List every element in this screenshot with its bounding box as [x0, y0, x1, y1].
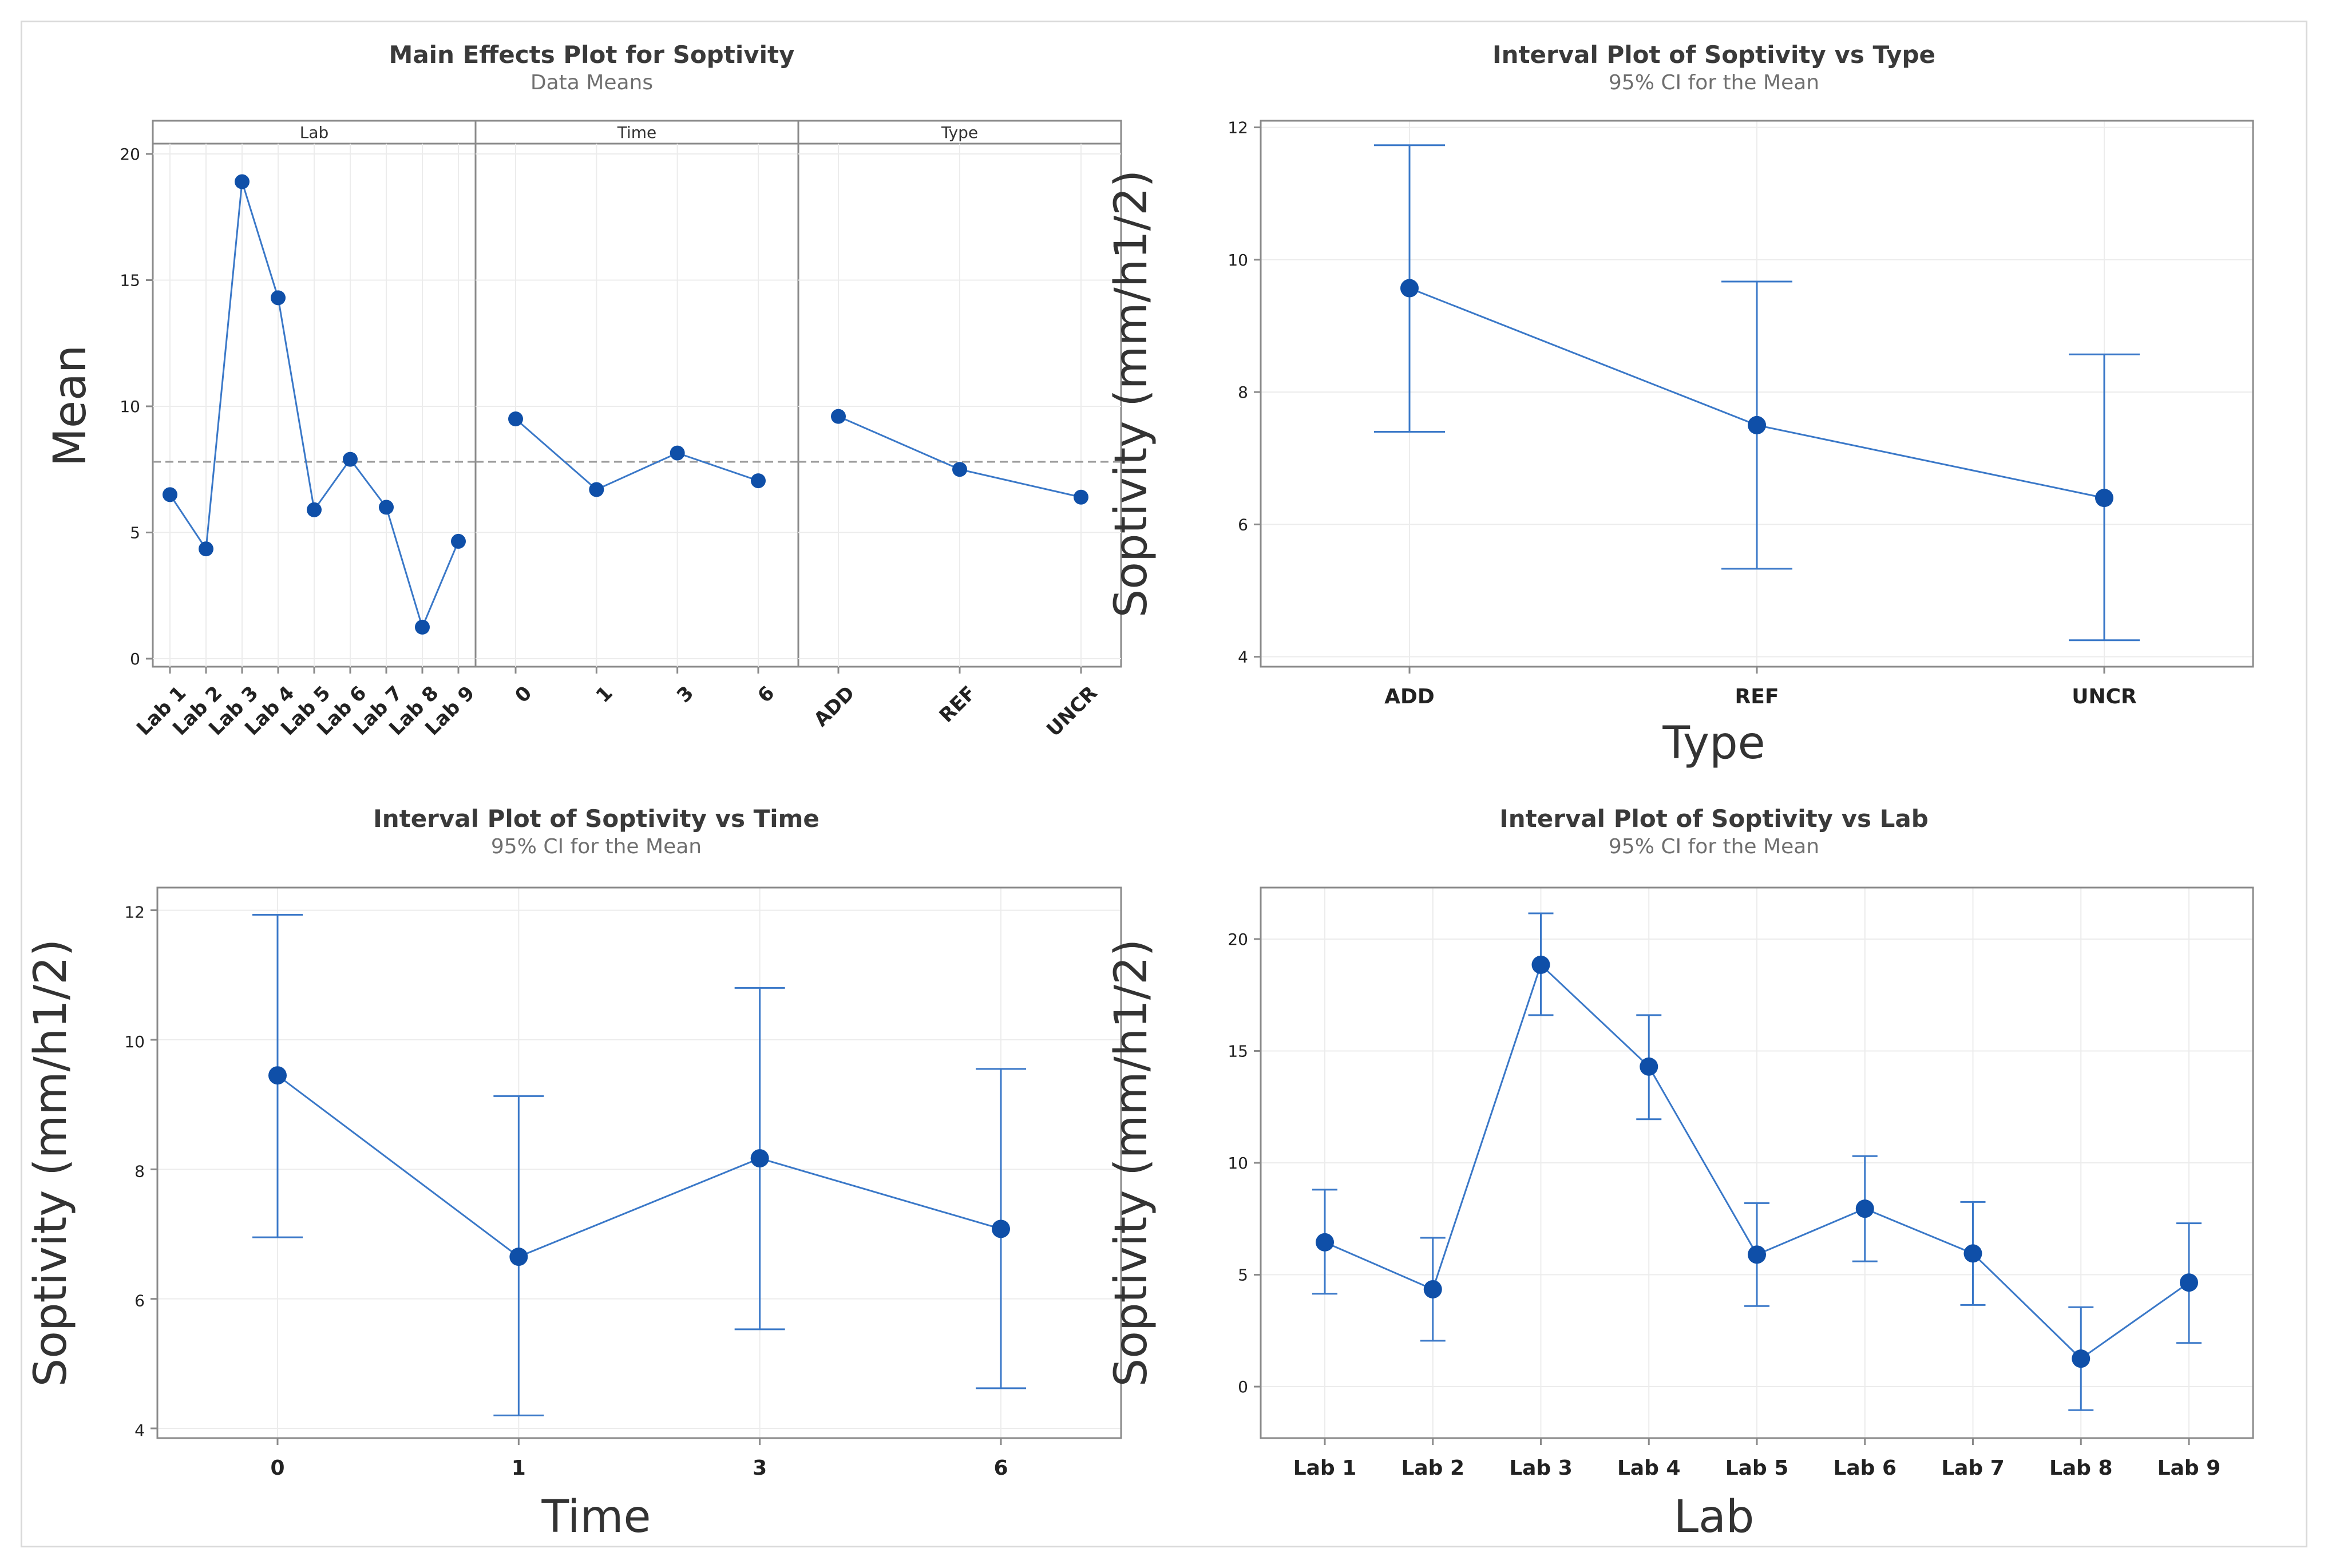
time-subtitle: 95% CI for the Mean — [491, 835, 702, 858]
type-y-label: Soptivity (mm/h1/2) — [1106, 170, 1157, 617]
lab-mean-point — [1748, 1245, 1766, 1264]
main-point — [379, 500, 394, 515]
time-mean-line — [277, 1075, 1001, 1258]
type-y-tick-label: 12 — [1228, 118, 1248, 137]
lab-x-tick-label: Lab 1 — [1293, 1456, 1357, 1480]
time-mean-point — [992, 1219, 1010, 1238]
type-y-tick-label: 10 — [1228, 251, 1248, 270]
main-point — [415, 619, 430, 635]
main-y-tick-label: 20 — [120, 145, 140, 164]
time-x-tick-label: 6 — [993, 1456, 1008, 1480]
time-plot-border — [156, 886, 1122, 1439]
main-panel-label-lab: Lab — [300, 123, 329, 142]
type-x-label: Type — [1662, 718, 1765, 769]
time-title: Interval Plot of Soptivity vs Time — [373, 805, 819, 833]
main-point — [1074, 489, 1088, 505]
type-mean-point — [2095, 489, 2113, 508]
time-x-tick-label: 1 — [512, 1456, 526, 1480]
main-point — [589, 482, 604, 497]
main-plot-border — [152, 120, 1122, 668]
time-mean-point — [268, 1066, 287, 1085]
main-point — [952, 462, 967, 477]
time-y-tick-label: 12 — [124, 903, 145, 922]
time-x-tick-label: 3 — [753, 1456, 767, 1480]
main-point — [670, 445, 685, 461]
main-series-line-time — [515, 418, 759, 491]
lab-mean-point — [1316, 1233, 1334, 1252]
time-y-tick-label: 4 — [134, 1421, 145, 1440]
lab-mean-point — [1423, 1280, 1442, 1298]
lab-y-label: Soptivity (mm/h1/2) — [1106, 939, 1157, 1387]
main-point — [307, 502, 322, 517]
time-y-tick-label: 8 — [134, 1162, 145, 1181]
type-x-tick-label: UNCR — [2072, 685, 2137, 708]
main-point — [163, 487, 177, 502]
type-mean-point — [1748, 415, 1766, 434]
time-y-tick-label: 10 — [124, 1032, 145, 1051]
lab-mean-point — [1531, 955, 1550, 974]
lab-mean-point — [1855, 1199, 1874, 1218]
lab-x-tick-label: Lab 7 — [1941, 1456, 2005, 1480]
type-subtitle: 95% CI for the Mean — [1609, 71, 1819, 94]
main-point — [508, 411, 523, 427]
type-y-tick-label: 4 — [1238, 648, 1248, 667]
main-y-tick-label: 15 — [120, 271, 140, 290]
lab-title: Interval Plot of Soptivity vs Lab — [1499, 805, 1929, 833]
main-point — [235, 174, 250, 189]
time-y-tick-label: 6 — [134, 1292, 145, 1310]
main-x-tick-label: 3 — [672, 682, 698, 707]
main-y-tick-label: 10 — [120, 397, 140, 416]
lab-mean-point — [2180, 1273, 2198, 1292]
lab-x-label: Lab — [1674, 1491, 1755, 1543]
lab-y-tick-label: 5 — [1238, 1266, 1248, 1285]
main-point — [343, 452, 358, 467]
main-x-tick-label: ADD — [810, 682, 860, 731]
main-panel-label-type: Type — [941, 123, 978, 142]
lab-mean-point — [1963, 1244, 1982, 1263]
type-title: Interval Plot of Soptivity vs Type — [1492, 41, 1935, 69]
main-x-tick-label: UNCR — [1042, 682, 1102, 741]
main-point — [831, 409, 846, 424]
lab-y-tick-label: 0 — [1238, 1377, 1248, 1396]
lab-subtitle: 95% CI for the Mean — [1609, 835, 1819, 858]
main-x-tick-label: REF — [935, 682, 981, 727]
lab-x-tick-label: Lab 8 — [2049, 1456, 2113, 1480]
main-panel-label-time: Time — [617, 123, 657, 142]
main-title: Main Effects Plot for Soptivity — [389, 41, 795, 69]
main-point — [751, 473, 766, 489]
main-x-tick-label: 1 — [592, 682, 617, 707]
type-y-tick-label: 8 — [1238, 383, 1248, 402]
main-point — [199, 541, 213, 557]
type-x-tick-label: ADD — [1384, 685, 1435, 708]
time-x-tick-label: 0 — [270, 1456, 284, 1480]
main-point — [451, 533, 466, 549]
lab-x-tick-label: Lab 5 — [1725, 1456, 1789, 1480]
time-y-label: Soptivity (mm/h1/2) — [25, 939, 77, 1387]
lab-y-tick-label: 20 — [1228, 930, 1248, 949]
lab-y-tick-label: 15 — [1228, 1042, 1248, 1061]
lab-x-tick-label: Lab 2 — [1401, 1456, 1464, 1480]
figure-frame: Main Effects Plot for Soptivity Data Mean… — [21, 21, 2307, 1547]
lab-mean-point — [2072, 1349, 2091, 1368]
main-x-tick-label: 6 — [753, 682, 779, 707]
lab-x-tick-label: Lab 9 — [2157, 1456, 2221, 1480]
main-x-tick-label: 0 — [510, 682, 536, 707]
lab-y-tick-label: 10 — [1228, 1154, 1248, 1173]
main-y-tick-label: 5 — [130, 524, 140, 543]
lab-x-tick-label: Lab 6 — [1833, 1456, 1897, 1480]
main-subtitle: Data Means — [530, 71, 653, 94]
time-mean-point — [750, 1149, 769, 1168]
lab-x-tick-label: Lab 4 — [1617, 1456, 1681, 1480]
time-x-label: Time — [541, 1491, 651, 1543]
lab-mean-point — [1640, 1057, 1658, 1076]
type-y-tick-label: 6 — [1238, 515, 1248, 534]
type-mean-point — [1400, 279, 1419, 298]
time-mean-point — [509, 1248, 528, 1266]
main-point — [271, 290, 286, 306]
type-x-tick-label: REF — [1735, 685, 1779, 708]
lab-x-tick-label: Lab 3 — [1509, 1456, 1573, 1480]
main-y-tick-label: 0 — [130, 650, 140, 668]
main-y-label: Mean — [45, 345, 96, 467]
